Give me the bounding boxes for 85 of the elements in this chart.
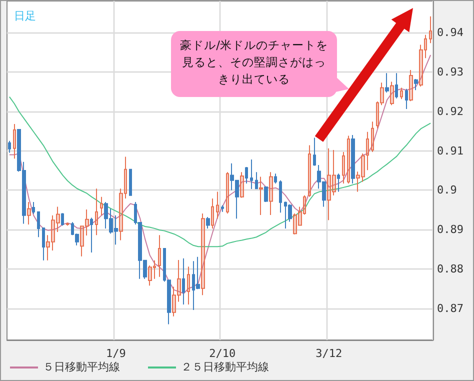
candlestick [264, 186, 268, 203]
candlestick [414, 78, 418, 91]
candlestick [80, 225, 84, 257]
candlestick [172, 286, 176, 317]
candlestick [347, 135, 350, 184]
candlestick [376, 101, 379, 129]
line-series [8, 54, 432, 294]
candlestick [66, 222, 69, 226]
y-tick-label: 0.93 [437, 65, 464, 78]
candlestick [400, 87, 403, 100]
candlestick [27, 202, 31, 226]
candlestick [245, 166, 248, 184]
candlestick [405, 88, 408, 110]
candlestick [327, 148, 331, 221]
candlestick [61, 212, 64, 226]
x-tick-label: 2/10 [209, 347, 236, 360]
annotation: 豪ドル/米ドルのチャートを見ると、その堅調さがはっきり出ている [179, 37, 329, 88]
candlestick [95, 188, 98, 236]
y-tick-label: 0.9 [437, 184, 457, 197]
candlestick [351, 134, 355, 184]
legend-label: ２５日移動平均線 [181, 362, 269, 374]
line-series [8, 96, 432, 248]
x-tick-label: 1/9 [106, 347, 126, 360]
candlestick [240, 172, 244, 198]
candlestick [274, 173, 277, 184]
candlestick [119, 188, 123, 241]
candlestick [129, 168, 132, 196]
candlestick [385, 72, 389, 93]
candlestick [216, 191, 219, 220]
y-tick-label: 0.91 [437, 144, 464, 158]
text: 日足 [14, 10, 36, 22]
y-tick-label: 0.92 [437, 104, 464, 118]
candlestick [90, 217, 93, 253]
candlestick [206, 216, 210, 229]
candlestick [8, 140, 11, 154]
candlestick [100, 196, 103, 216]
candlestick [177, 259, 181, 302]
candlestick [148, 265, 152, 286]
candlestick [124, 156, 127, 199]
candlestick [356, 171, 360, 192]
candlestick [269, 172, 273, 216]
candlestick [46, 234, 50, 261]
candlestick [424, 34, 427, 59]
candlestick [255, 172, 258, 190]
candlestick [153, 260, 156, 280]
candlestick [182, 258, 185, 306]
candlestick [158, 234, 161, 278]
candlestick [37, 210, 40, 238]
candlestick [279, 180, 282, 214]
candlestick [42, 227, 45, 261]
candlestick [85, 209, 89, 236]
candlestick [313, 137, 316, 166]
candlestick [429, 16, 432, 44]
candlestick [303, 194, 306, 216]
candlestick [250, 158, 253, 190]
candlestick [187, 266, 190, 306]
y-tick-label: 0.89 [437, 223, 464, 236]
candlestick [395, 72, 398, 99]
x-tick-label: 3/12 [316, 347, 342, 360]
candlestick [56, 206, 60, 232]
candlestick [32, 202, 35, 214]
candlestick [51, 214, 55, 252]
candlestick [13, 123, 16, 160]
candlestick [361, 153, 365, 182]
candlestick [298, 206, 302, 226]
legend-label: ５日移動平均線 [43, 362, 120, 374]
candlestick [390, 81, 394, 106]
candlestick [380, 82, 384, 106]
candlestick [226, 172, 229, 214]
candlestick [259, 176, 263, 216]
candlestick [419, 44, 423, 88]
y-tick-label: 0.87 [437, 302, 464, 315]
candlestick [221, 204, 224, 212]
candlestick [332, 150, 336, 196]
y-tick-label: 0.88 [437, 262, 464, 276]
candlestick [308, 144, 311, 198]
candlestick [342, 151, 345, 184]
candlestick [366, 131, 369, 171]
y-tick-label: 0.94 [437, 26, 464, 40]
candlestick [409, 69, 413, 102]
candlestick [201, 212, 205, 296]
candlestick [371, 121, 374, 152]
candlestick [293, 212, 297, 235]
candlestick [211, 198, 214, 229]
candlestick [337, 173, 340, 192]
